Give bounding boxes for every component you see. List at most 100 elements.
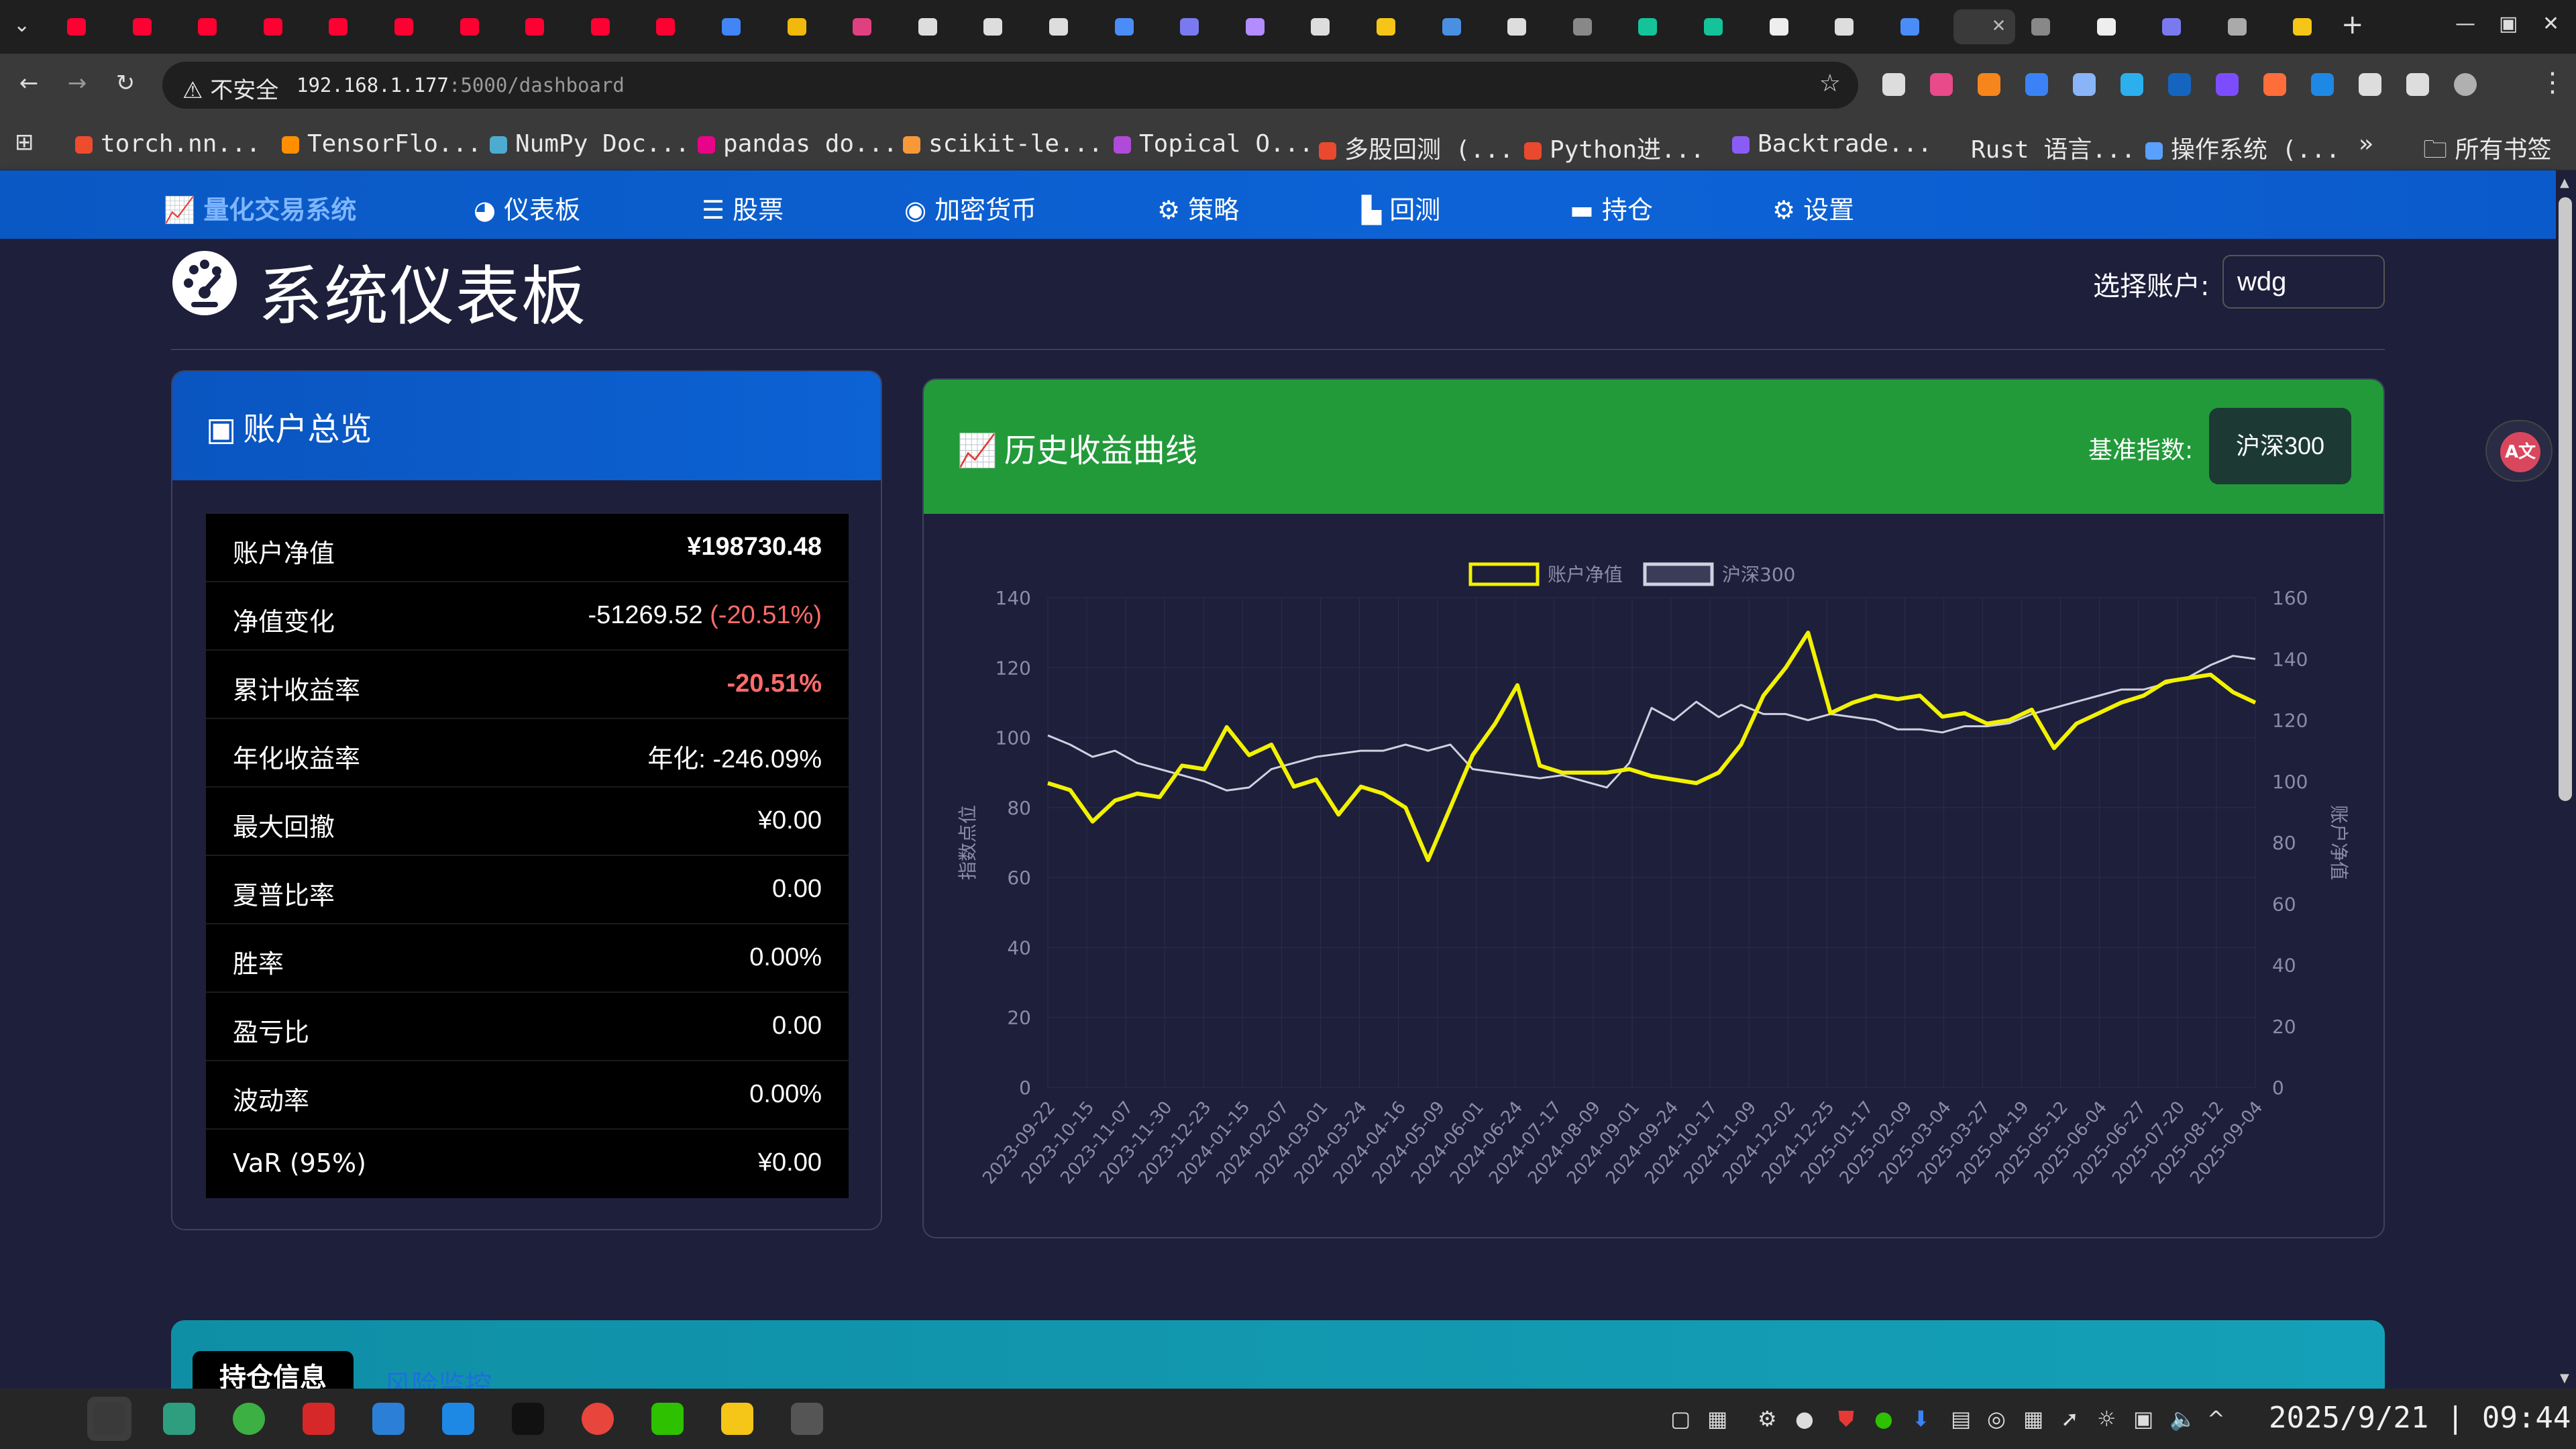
bookmark-item[interactable]: torch.nn... (75, 130, 260, 158)
legend-label[interactable]: 账户净值 (1548, 564, 1623, 586)
scroll-up-icon[interactable]: ▲ (2560, 176, 2569, 190)
download-tray-icon[interactable]: ⬇ (1912, 1406, 1930, 1432)
close-tab-icon[interactable]: ✕ (1991, 16, 2006, 36)
workspace-icon[interactable]: ▦ (1707, 1406, 1728, 1432)
taskbar-app[interactable] (157, 1397, 201, 1441)
taskbar-app[interactable] (785, 1397, 829, 1441)
input-method-icon[interactable]: ◎ (1987, 1406, 2006, 1432)
browser-tab[interactable] (1626, 9, 1680, 44)
browser-tab[interactable] (2150, 9, 2204, 44)
browser-tab[interactable] (2216, 9, 2269, 44)
browser-tab[interactable] (710, 9, 763, 44)
maximize-button[interactable]: ▣ (2499, 12, 2518, 36)
browser-tab[interactable] (121, 9, 174, 44)
browser-tab[interactable] (1364, 9, 1418, 44)
taskbar-app[interactable] (21, 1397, 66, 1441)
pink-ext-icon[interactable] (1930, 73, 1953, 96)
nav-item[interactable]: ⚙ 策略 (1157, 189, 1239, 226)
legend-label[interactable]: 沪深300 (1722, 564, 1795, 586)
purple-ext-icon[interactable] (2216, 73, 2239, 96)
profile-avatar[interactable] (2454, 73, 2477, 96)
nav-item[interactable]: ▙ 回测 (1362, 189, 1440, 226)
bookmark-item[interactable]: pandas do... (698, 130, 898, 158)
tab-risk-monitor[interactable]: 风险监控 (384, 1370, 492, 1389)
volume-icon[interactable]: 🔈 (2169, 1406, 2196, 1432)
browser-tab[interactable] (1495, 9, 1549, 44)
bookmark-item[interactable]: Topical O... (1114, 130, 1313, 158)
browser-tab[interactable] (971, 9, 1025, 44)
minimize-button[interactable]: — (2455, 12, 2475, 36)
new-tab-button[interactable]: + (2341, 9, 2364, 40)
browser-tab[interactable] (448, 9, 502, 44)
bookmark-item[interactable]: NumPy Doc... (490, 130, 690, 158)
browser-tab[interactable] (1888, 9, 1942, 44)
browser-tab[interactable] (1103, 9, 1157, 44)
browser-tab[interactable] (1168, 9, 1222, 44)
browser-tab[interactable] (2085, 9, 2139, 44)
forward-button[interactable]: → (67, 70, 87, 97)
browser-tab[interactable] (1037, 9, 1091, 44)
all-bookmarks-button[interactable]: 🗀 所有书签 (2423, 130, 2551, 173)
page-scrollbar[interactable]: ▲ ▼ (2556, 170, 2576, 1389)
bookmark-item[interactable]: Backtrade... (1732, 130, 1932, 158)
bookmark-star-icon[interactable]: ☆ (1819, 70, 1841, 97)
browser-tab[interactable] (513, 9, 567, 44)
browser-tab[interactable] (2019, 9, 2073, 44)
arrow-ext-icon[interactable] (2121, 73, 2143, 96)
tp-ext-icon[interactable] (2168, 73, 2191, 96)
bookmark-item[interactable]: Rust 语言... (1945, 130, 2135, 165)
browser-menu-icon[interactable]: ⋮ (2539, 67, 2566, 98)
brightness-icon[interactable]: ☼ (2097, 1406, 2116, 1432)
taskbar-app[interactable] (506, 1397, 550, 1441)
security-indicator[interactable]: ⚠ 不安全 (182, 72, 278, 105)
browser-tab[interactable] (841, 9, 894, 44)
doc-ext-icon[interactable] (1882, 73, 1905, 96)
bookmark-item[interactable]: scikit-le... (903, 130, 1103, 158)
taskbar-app[interactable] (366, 1397, 411, 1441)
benchmark-select[interactable]: 沪深300 (2209, 408, 2351, 484)
tray-expand-icon[interactable]: ^ (2207, 1406, 2225, 1432)
orange-ext-icon[interactable] (2263, 73, 2286, 96)
metamask-icon[interactable] (1978, 73, 2000, 96)
nav-item[interactable]: ☰ 股票 (702, 189, 784, 226)
browser-tab[interactable]: ✕ (1953, 9, 2016, 44)
translate-extension-button[interactable]: A文 (2485, 420, 2553, 482)
download-ext-icon[interactable] (2311, 73, 2334, 96)
nav-item[interactable]: ⚙ 设置 (1772, 189, 1854, 226)
taskbar-app[interactable] (645, 1397, 690, 1441)
clipboard-icon[interactable]: ▤ (1951, 1406, 1972, 1432)
nav-item[interactable]: ◕ 仪表板 (474, 189, 580, 226)
taskbar-app[interactable] (436, 1397, 480, 1441)
bookmark-item[interactable]: 多股回测 (... (1319, 130, 1513, 165)
show-desktop-icon[interactable]: ▢ (1670, 1406, 1691, 1432)
taskbar-app[interactable] (87, 1397, 131, 1441)
bookmark-item[interactable]: 操作系统 (... (2145, 130, 2340, 165)
browser-tab[interactable] (1692, 9, 1746, 44)
bookmark-item[interactable]: TensorFlo... (282, 130, 482, 158)
clock[interactable]: 2025/9/21 | 09:44 (2269, 1401, 2571, 1435)
qq-tray-icon[interactable]: ● (1795, 1406, 1814, 1432)
browser-tab[interactable] (186, 9, 239, 44)
scrollbar-thumb[interactable] (2559, 197, 2572, 801)
browser-tab[interactable] (1823, 9, 1876, 44)
browser-tab[interactable] (1430, 9, 1484, 44)
browser-tab[interactable] (1299, 9, 1352, 44)
browser-tab[interactable] (1234, 9, 1287, 44)
browser-tab[interactable] (644, 9, 698, 44)
browser-tab[interactable] (906, 9, 960, 44)
browser-tab[interactable] (775, 9, 829, 44)
reload-button[interactable]: ↻ (115, 70, 136, 97)
browser-tab[interactable] (252, 9, 305, 44)
taskbar-app[interactable] (227, 1397, 271, 1441)
translate-ext-icon[interactable] (2073, 73, 2096, 96)
browser-tab[interactable] (1758, 9, 1811, 44)
taskbar-app[interactable] (576, 1397, 620, 1441)
nav-item[interactable]: ▬ 持仓 (1570, 189, 1653, 226)
browser-tab[interactable] (317, 9, 370, 44)
account-input[interactable] (2222, 255, 2385, 309)
keyboard-icon[interactable]: ▦ (2023, 1406, 2044, 1432)
tab-list-chevron-icon[interactable]: ⌄ (13, 13, 31, 37)
rocket-icon[interactable]: ➚ (2061, 1406, 2079, 1432)
browser-tab[interactable] (2281, 9, 2334, 44)
taskbar-app[interactable] (297, 1397, 341, 1441)
